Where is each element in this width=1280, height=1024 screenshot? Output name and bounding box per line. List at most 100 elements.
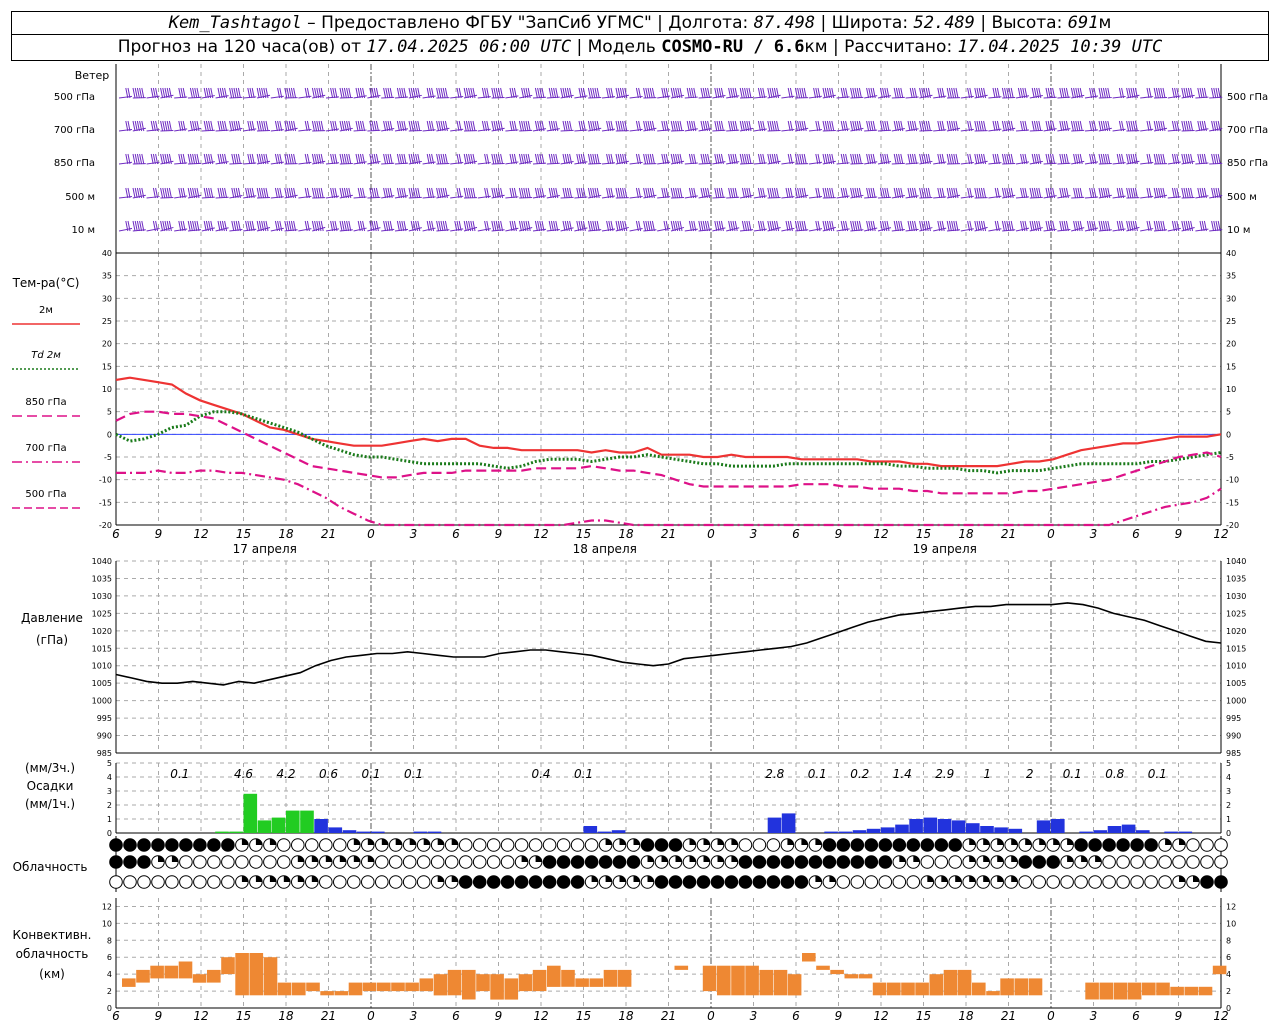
wind-barb-feather	[399, 87, 403, 99]
precip-total-label: 4.6	[234, 767, 253, 781]
wind-barb-feather	[472, 220, 476, 232]
wind-barb-feather	[442, 153, 446, 165]
temp-ytick: 40	[102, 249, 112, 258]
wind-barb-feather	[1047, 87, 1051, 99]
wind-barb-feather	[994, 153, 998, 165]
wind-barb-feather	[776, 187, 780, 199]
wind-barb-feather	[787, 187, 791, 199]
wind-barb-feather	[468, 153, 472, 165]
wind-barb-feather	[1063, 87, 1067, 99]
wind-barb-feather	[787, 220, 791, 232]
wind-barb-feather	[415, 87, 419, 99]
wind-barb-feather	[521, 153, 525, 165]
wind-barb-feather	[465, 87, 469, 99]
wind-barb-feather	[316, 187, 320, 199]
cloud-symbol-quarter	[1179, 875, 1186, 882]
cloud-symbol-quarter	[969, 875, 976, 882]
wind-barb-feather	[1008, 120, 1012, 132]
wind-barb-feather	[233, 87, 237, 99]
wind-barb-feather	[330, 153, 334, 165]
wind-barb-feather	[357, 120, 361, 132]
wind-barb-feather	[686, 87, 690, 99]
cloud-symbol	[179, 855, 193, 869]
cloud-symbol	[109, 838, 123, 852]
cloud-symbol-quarter	[731, 838, 738, 845]
cloud-symbol	[486, 838, 501, 852]
wind-barb-feather	[1176, 120, 1180, 132]
wind-barb-feather	[1185, 87, 1189, 99]
wind-barb-feather	[718, 153, 722, 165]
wind-barb-feather	[523, 220, 527, 232]
wind-barb-feather	[707, 87, 711, 99]
wind-barb-feather	[219, 187, 223, 199]
wind-barb-feather	[1065, 153, 1069, 165]
wind-barb-feather	[339, 220, 343, 232]
cloud-symbol	[333, 838, 347, 852]
wind-barb-feather	[854, 153, 858, 165]
wind-barb-feather	[691, 153, 695, 165]
wind-barb-feather	[677, 153, 681, 165]
wind-barb-feather	[1128, 153, 1132, 165]
temp-xtick: 9	[1175, 527, 1183, 541]
wind-barb-feather	[258, 187, 262, 199]
wind-barb-feather	[162, 153, 166, 165]
wind-barb-feather	[762, 187, 766, 199]
cloud-symbol	[598, 855, 613, 869]
wind-barb-feather	[304, 153, 308, 165]
cloud-symbol	[850, 838, 865, 852]
wind-barb-feather	[1010, 87, 1014, 99]
wind-barb-feather	[1213, 87, 1217, 99]
wind-barb-feather	[1171, 220, 1175, 232]
wind-barb-feather	[141, 220, 145, 232]
wind-barb-feather	[497, 120, 501, 132]
temp-ytick: 0	[107, 430, 112, 439]
wind-barb-feather	[1077, 87, 1081, 99]
wind-barb-feather	[1130, 87, 1134, 99]
precip-bar	[767, 817, 782, 833]
wind-barb-feather	[1075, 187, 1079, 199]
cloud-symbol	[472, 838, 487, 852]
wind-barb-feather	[178, 87, 182, 99]
wind-barb-feather	[622, 120, 626, 132]
wind-barb-feather	[438, 87, 442, 99]
wind-barb-feather	[1174, 220, 1178, 232]
wind-barb-feather	[513, 220, 517, 232]
wind-barb-feather	[493, 187, 497, 199]
wind-barb-feather	[318, 120, 322, 132]
wind-barb-feather	[1091, 153, 1095, 165]
temp-ytick-right: 40	[1226, 249, 1236, 258]
wind-barb-feather	[643, 187, 647, 199]
wind-barb-feather	[539, 187, 543, 199]
wind-barb-feather	[578, 120, 582, 132]
wind-barb-feather	[553, 120, 557, 132]
wind-barb-feather	[564, 220, 568, 232]
wind-barb-feather	[470, 153, 474, 165]
wind-barb-feather	[898, 120, 902, 132]
wind-barb-feather	[927, 153, 931, 165]
wind-barb-feather	[237, 220, 241, 232]
wind-barb-feather	[1033, 187, 1037, 199]
pres-ytick: 1025	[92, 609, 112, 618]
wind-barb-feather	[980, 153, 984, 165]
wind-barb-feather	[1036, 87, 1040, 99]
cloud-symbol	[221, 855, 235, 869]
wind-barb-feather	[440, 87, 444, 99]
wind-barb-feather	[1006, 153, 1010, 165]
wind-barb-feather	[587, 120, 591, 132]
wind-barb-feather	[362, 153, 366, 165]
wind-barb-feather	[762, 220, 766, 232]
wind-barb-feather	[428, 87, 432, 99]
wind-barb-feather	[332, 153, 336, 165]
wind-barb-feather	[1020, 120, 1024, 132]
wind-barb-feather	[277, 87, 281, 99]
wind-barb-feather	[440, 120, 444, 132]
cloud-symbol-quarter	[647, 855, 654, 862]
wind-barb-feather	[1185, 220, 1189, 232]
cloud-symbol	[1200, 875, 1214, 889]
cloud-symbol	[710, 875, 725, 889]
wind-barb-feather	[1105, 153, 1109, 165]
wind-barb-feather	[1128, 187, 1132, 199]
precip-total-label: 2.9	[935, 767, 954, 781]
wind-barb-feather	[318, 187, 322, 199]
wind-barb-feather	[1187, 187, 1191, 199]
